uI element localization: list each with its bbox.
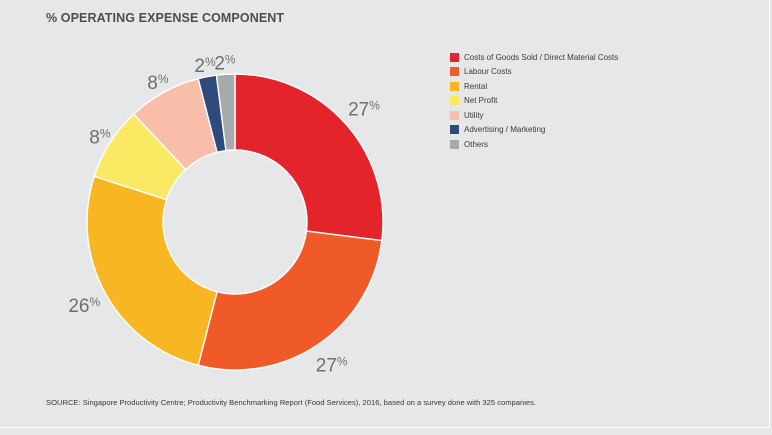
- chart-title: % OPERATING EXPENSE COMPONENT: [46, 11, 285, 25]
- legend-swatch: [450, 67, 459, 77]
- slice-label-3: 8%: [89, 126, 111, 148]
- legend-label: Costs of Goods Sold / Direct Material Co…: [464, 52, 619, 62]
- legend-item-2: Rental: [450, 79, 618, 94]
- legend-swatch: [450, 110, 459, 120]
- legend-label: Utility: [464, 110, 484, 120]
- slice-label-0: 27%: [348, 98, 380, 120]
- slice-6: [215, 73, 236, 152]
- legend-item-3: Net Profit: [450, 94, 618, 109]
- legend-item-1: Labour Costs: [450, 65, 618, 80]
- legend-item-4: Utility: [450, 108, 618, 123]
- slice-0: [234, 73, 384, 242]
- legend-label: Labour Costs: [464, 67, 512, 77]
- source-note: SOURCE: Singapore Productivity Centre; P…: [46, 398, 537, 407]
- legend-label: Rental: [464, 81, 488, 91]
- slice-label-4: 8%: [147, 72, 169, 94]
- legend-swatch: [450, 81, 459, 91]
- slice-label-2: 26%: [68, 295, 100, 317]
- legend-item-6: Others: [450, 137, 618, 152]
- legend-swatch: [450, 52, 459, 62]
- slice-label-6: 2%: [214, 52, 236, 74]
- legend-label: Advertising / Marketing: [464, 125, 546, 135]
- chart-legend: Costs of Goods Sold / Direct Material Co…: [450, 50, 618, 152]
- legend-item-5: Advertising / Marketing: [450, 123, 618, 138]
- legend-swatch: [450, 139, 459, 149]
- slice-2: [86, 175, 218, 367]
- legend-label: Net Profit: [464, 96, 498, 106]
- legend-swatch: [450, 125, 459, 135]
- legend-label: Others: [464, 139, 489, 149]
- slice-label-1: 27%: [316, 354, 348, 376]
- slice-1: [197, 230, 383, 371]
- legend-swatch: [450, 96, 459, 106]
- legend-item-0: Costs of Goods Sold / Direct Material Co…: [450, 50, 618, 65]
- slice-label-5: 2%: [194, 55, 216, 77]
